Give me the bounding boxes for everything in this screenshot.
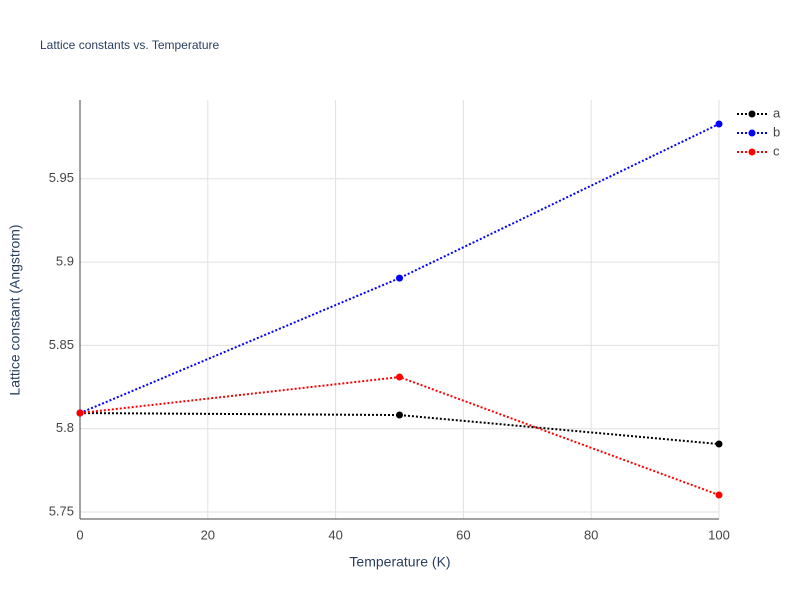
chart-title: Lattice constants vs. Temperature [40,38,220,52]
x-tick-label: 60 [456,527,470,542]
legend-label: a [773,105,781,120]
y-tick-label: 5.85 [49,337,74,352]
y-axis-title: Lattice constant (Angstrom) [7,224,23,395]
series-line [79,412,720,446]
legend-label: b [773,124,780,139]
x-axis-title: Temperature (K) [349,554,450,570]
y-tick-label: 5.9 [56,254,74,269]
data-point [396,274,403,282]
x-tick-label: 100 [708,527,730,542]
legend-marker [748,110,756,118]
data-point [715,491,723,499]
legend-marker [748,148,756,156]
data-point [396,373,403,381]
x-tick-label: 80 [584,527,598,542]
x-tick-label: 0 [76,527,83,542]
data-point [76,409,84,417]
y-tick-label: 5.75 [49,503,74,518]
y-tick-label: 5.8 [56,420,74,435]
series-line [79,123,720,414]
data-point [715,120,723,128]
legend-label: c [773,143,780,158]
y-tick-label: 5.95 [49,170,74,185]
data-point [715,440,723,448]
x-tick-label: 40 [328,527,342,542]
data-point [396,411,403,419]
legend-marker [748,129,756,137]
x-tick-label: 20 [201,527,215,542]
